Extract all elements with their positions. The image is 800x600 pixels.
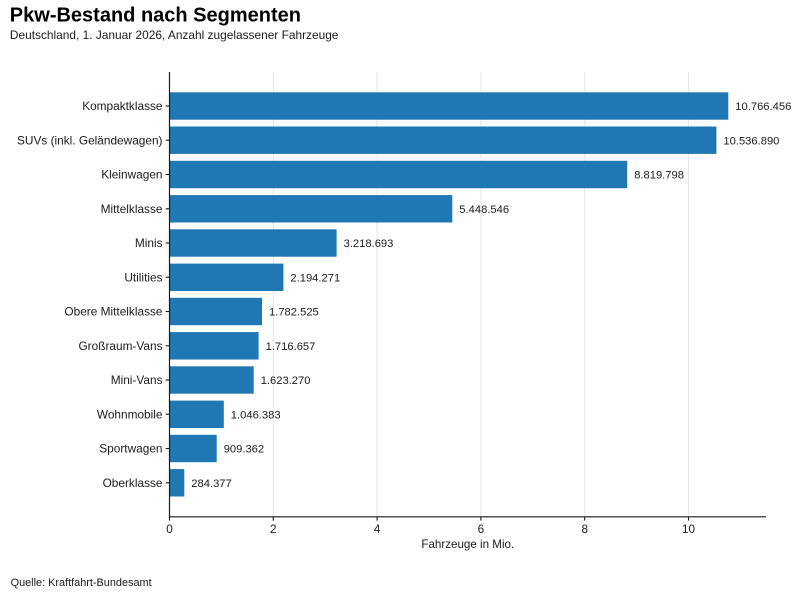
svg-text:284.377: 284.377: [191, 478, 231, 490]
svg-text:6: 6: [478, 523, 485, 536]
svg-text:Großraum-Vans: Großraum-Vans: [78, 339, 162, 353]
svg-text:1.623.270: 1.623.270: [261, 375, 311, 387]
svg-text:909.362: 909.362: [224, 444, 264, 456]
svg-text:Utilities: Utilities: [124, 270, 162, 284]
svg-text:Sportwagen: Sportwagen: [99, 442, 162, 456]
svg-text:0: 0: [166, 523, 173, 536]
svg-text:3.218.693: 3.218.693: [344, 238, 394, 250]
svg-text:1.782.525: 1.782.525: [269, 307, 319, 319]
svg-text:10.766.456: 10.766.456: [735, 101, 791, 113]
svg-text:1.716.657: 1.716.657: [266, 341, 316, 353]
svg-text:Oberklasse: Oberklasse: [103, 476, 163, 490]
svg-text:SUVs (inkl. Geländewagen): SUVs (inkl. Geländewagen): [17, 133, 163, 147]
svg-text:10: 10: [682, 523, 696, 536]
svg-text:8: 8: [581, 523, 588, 536]
svg-text:Obere Mittelklasse: Obere Mittelklasse: [64, 305, 162, 319]
svg-text:5.448.546: 5.448.546: [459, 204, 509, 216]
svg-text:Kleinwagen: Kleinwagen: [101, 168, 162, 182]
svg-text:Minis: Minis: [135, 236, 163, 250]
svg-text:Kompaktklasse: Kompaktklasse: [82, 99, 163, 113]
svg-text:Pkw-Bestand nach Segmenten: Pkw-Bestand nach Segmenten: [10, 5, 301, 27]
svg-text:Wohnmobile: Wohnmobile: [97, 407, 163, 421]
svg-text:Quelle: Kraftfahrt-Bundesamt: Quelle: Kraftfahrt-Bundesamt: [11, 577, 152, 589]
svg-text:Deutschland, 1. Januar 2026, A: Deutschland, 1. Januar 2026, Anzahl zuge…: [10, 28, 339, 42]
svg-text:2: 2: [270, 523, 277, 536]
svg-text:Mittelklasse: Mittelklasse: [101, 202, 163, 216]
svg-text:8.819.798: 8.819.798: [634, 170, 684, 182]
svg-text:4: 4: [374, 523, 381, 536]
svg-text:2.194.271: 2.194.271: [290, 272, 340, 284]
svg-text:Mini-Vans: Mini-Vans: [111, 373, 163, 387]
svg-text:1.046.383: 1.046.383: [231, 409, 281, 421]
svg-text:10.536.890: 10.536.890: [723, 135, 779, 147]
svg-text:Fahrzeuge in Mio.: Fahrzeuge in Mio.: [421, 538, 514, 551]
